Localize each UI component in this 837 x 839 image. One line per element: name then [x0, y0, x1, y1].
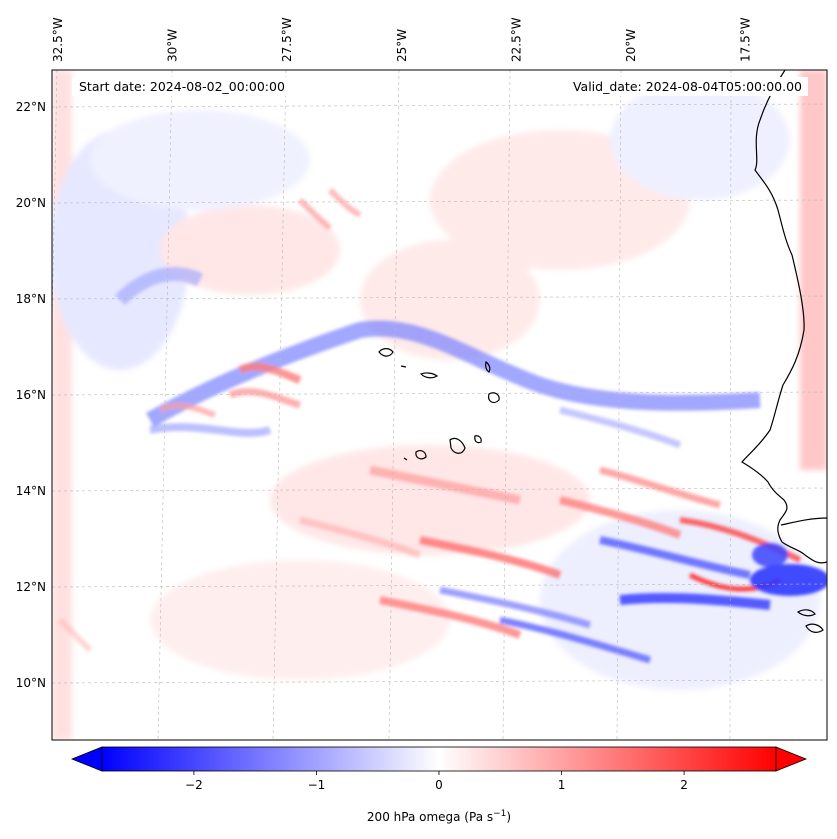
longitude-tick-labels: 32.5°W 30°W 27.5°W 25°W 22.5°W 20°W 17.5°W [51, 17, 753, 62]
lon-tick-label: 17.5°W [739, 17, 753, 62]
start-date-label: Start date: 2024-08-02_00:00:00 [79, 79, 285, 94]
colorbar: −2 −1 0 1 2 200 hPa omega (Pa s−1) [70, 746, 808, 824]
lon-tick-label: 30°W [166, 29, 180, 62]
lon-tick-label: 20°W [624, 29, 638, 62]
start-date-box [72, 77, 306, 96]
colorbar-extend-min [70, 746, 103, 772]
map-panel: Start date: 2024-08-02_00:00:00 Valid_da… [51, 69, 828, 741]
lon-tick-label: 25°W [395, 29, 409, 62]
cape-verde-islands [378, 348, 394, 357]
lat-tick-label: 14°N [16, 484, 46, 498]
colorbar-body [101, 746, 777, 772]
lat-tick-label: 16°N [16, 388, 46, 402]
lon-tick-label: 22.5°W [509, 17, 523, 62]
annotation-boxes: Start date: 2024-08-02_00:00:00 Valid_da… [72, 77, 808, 96]
lon-tick-label: 32.5°W [51, 17, 65, 62]
colorbar-tick-label: −2 [185, 778, 203, 792]
valid-date-label: Valid_date: 2024-08-04T05:00:00.00 [573, 79, 802, 94]
africa-coastline [741, 70, 827, 564]
coastlines [378, 70, 827, 633]
lon-tick-label: 27.5°W [280, 17, 294, 62]
lat-tick-label: 22°N [16, 100, 46, 114]
colorbar-tick-label: 1 [558, 778, 566, 792]
latitude-tick-labels: 22°N 20°N 18°N 16°N 14°N 12°N 10°N [16, 100, 46, 690]
colorbar-tick-label: −1 [308, 778, 326, 792]
omega-field [52, 70, 827, 740]
colorbar-ticks: −2 −1 0 1 2 [185, 771, 688, 792]
colorbar-extend-max [775, 746, 808, 772]
valid-date-box [540, 77, 808, 96]
gridlines [52, 70, 827, 740]
colorbar-tick-label: 0 [435, 778, 443, 792]
lat-tick-label: 12°N [16, 580, 46, 594]
map-frame [51, 69, 828, 741]
colorbar-label: 200 hPa omega (Pa s−1) [367, 809, 511, 824]
lat-tick-label: 20°N [16, 196, 46, 210]
colorbar-tick-label: 2 [680, 778, 688, 792]
lat-tick-label: 10°N [16, 676, 46, 690]
lat-tick-label: 18°N [16, 292, 46, 306]
